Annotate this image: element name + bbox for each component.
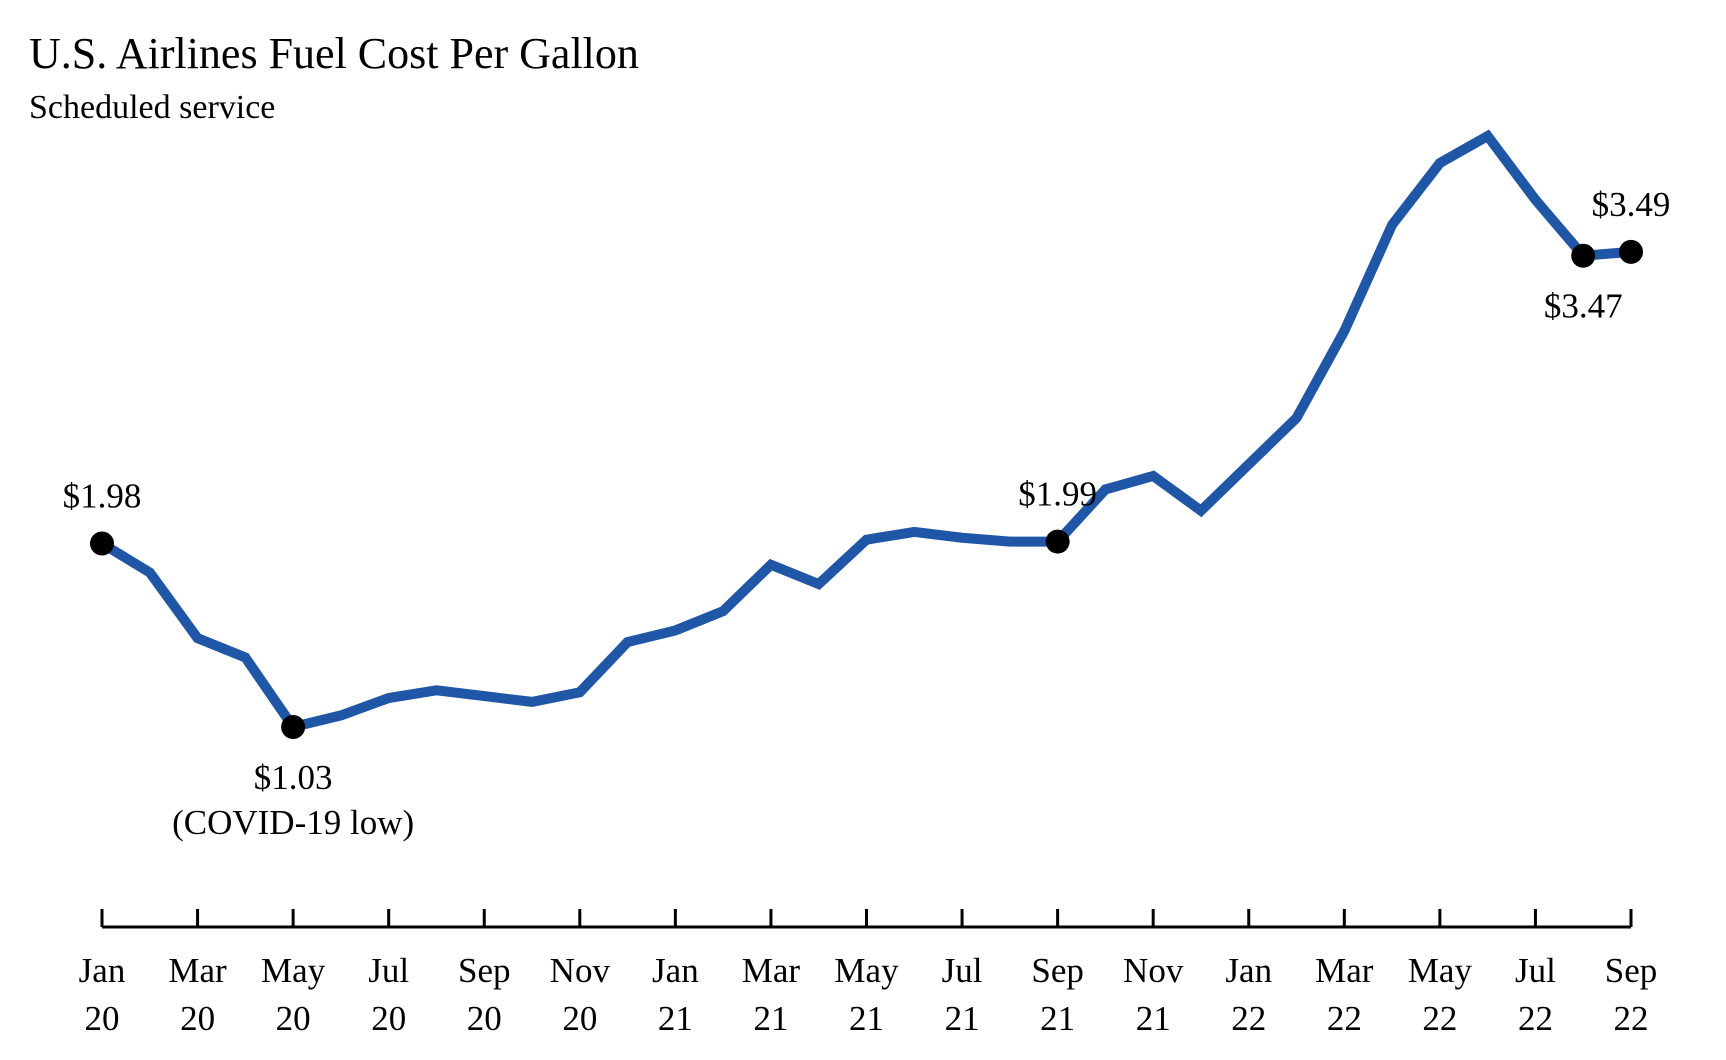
x-tick-label: May 22 [1407, 951, 1472, 1038]
marker [90, 531, 114, 556]
x-tick-label: Sep 21 [1031, 951, 1084, 1038]
x-tick-label: Mar 21 [741, 951, 801, 1038]
value-label: $3.49 [1592, 185, 1671, 224]
line [99, 129, 1632, 733]
value-label: $1.98 [63, 477, 142, 516]
x-tick-label: Sep 22 [1604, 951, 1658, 1038]
x-tick-label: Jul 22 [1515, 951, 1556, 1038]
x-tick-label: Jan 21 [652, 951, 699, 1038]
annotation: (COVID-19 low) [172, 803, 414, 842]
x-tick-label: Nov 21 [1123, 951, 1184, 1038]
x-tick-label: Sep 20 [458, 951, 511, 1038]
marker [1571, 243, 1596, 268]
x-tick-label: Nov 20 [549, 951, 610, 1038]
x-tick-label: Jan 22 [1225, 951, 1273, 1038]
marker [1619, 239, 1643, 264]
marker [1045, 529, 1070, 554]
chart-title: U.S. Airlines Fuel Cost Per Gallon [29, 29, 639, 78]
marker [281, 715, 306, 739]
value-label: $1.99 [1018, 475, 1097, 514]
value-label: $3.47 [1544, 287, 1623, 326]
x-tick-label: Mar 20 [168, 951, 227, 1038]
x-tick-label: May 20 [261, 951, 326, 1038]
chart-subtitle: Scheduled service [29, 89, 275, 126]
x-tick-label: Jul 20 [368, 951, 410, 1038]
x-tick-label: May 21 [834, 951, 899, 1038]
x-tick-label: Jul 21 [941, 951, 983, 1038]
value-label: $1.03 [254, 758, 333, 797]
x-tick-label: Jan 20 [78, 951, 126, 1038]
x-tick-label: Mar 22 [1315, 951, 1374, 1038]
